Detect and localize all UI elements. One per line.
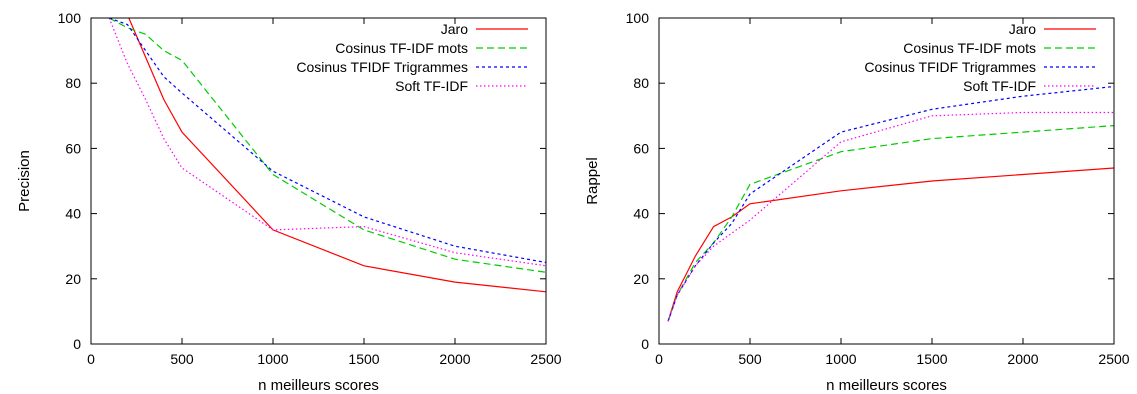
- y-axis-label: Precision: [16, 150, 33, 212]
- y-tick-label: 60: [633, 140, 649, 156]
- x-tick-label: 500: [738, 351, 762, 367]
- y-tick-label: 100: [626, 10, 650, 26]
- x-tick-label: 2000: [439, 351, 470, 367]
- y-tick-label: 60: [65, 140, 81, 156]
- x-tick-label: 1500: [348, 351, 379, 367]
- y-tick-label: 40: [633, 206, 649, 222]
- legend-label: Soft TF-IDF: [963, 78, 1036, 94]
- x-tick-label: 500: [170, 351, 194, 367]
- plot-frame: [90, 17, 547, 345]
- series-line-cosinus-tfidf-trigrammes: [108, 18, 546, 264]
- series-line-cosinus-tfidf-trigrammes: [667, 85, 1114, 322]
- chart-1: 0 500 1000 1500 2000 2500 0 20 40 60 80 100 n meille…: [16, 10, 562, 394]
- y-tick-label: 100: [58, 10, 82, 26]
- y-tick-label: 80: [65, 75, 81, 91]
- series-line-cosinus-tf-idf-mots: [108, 18, 546, 273]
- y-tick-label: 20: [65, 271, 81, 287]
- x-tick-label: 2000: [1007, 351, 1038, 367]
- legend-label: Jaro: [441, 21, 468, 37]
- legend: Jaro Cosinus TF-IDF mots Cosinus TFIDF Tri…: [296, 21, 528, 94]
- y-axis-label: Rappel: [584, 157, 601, 205]
- series-line-cosinus-tf-idf-mots: [667, 125, 1114, 322]
- legend-label: Soft TF-IDF: [395, 78, 468, 94]
- y-tick-label: 80: [633, 75, 649, 91]
- x-tick-label: 2500: [530, 351, 561, 367]
- x-tick-label: 1000: [257, 351, 288, 367]
- x-axis-label: n meilleurs scores: [258, 377, 379, 394]
- x-axis-label: n meilleurs scores: [826, 377, 947, 394]
- x-tick-label: 0: [655, 351, 663, 367]
- plot-frame: [658, 17, 1115, 345]
- legend-label: Cosinus TF-IDF mots: [335, 40, 468, 56]
- x-tick-label: 1500: [916, 351, 947, 367]
- x-tick-label: 1000: [825, 351, 856, 367]
- y-tick-label: 0: [73, 336, 81, 352]
- y-tick-label: 40: [65, 206, 81, 222]
- y-tick-label: 0: [641, 336, 649, 352]
- y-tick-label: 20: [633, 271, 649, 287]
- legend-label: Jaro: [1009, 21, 1036, 37]
- legend: Jaro Cosinus TF-IDF mots Cosinus TFIDF Tri…: [864, 21, 1096, 94]
- legend-label: Cosinus TF-IDF mots: [903, 40, 1036, 56]
- series-line-soft-tf-idf: [108, 18, 546, 267]
- legend-label: Cosinus TFIDF Trigrammes: [864, 59, 1036, 75]
- legend-label: Cosinus TFIDF Trigrammes: [296, 59, 468, 75]
- x-tick-label: 2500: [1098, 351, 1129, 367]
- series-line-soft-tf-idf: [667, 111, 1114, 322]
- x-tick-label: 0: [87, 351, 95, 367]
- series-line-jaro: [667, 167, 1114, 322]
- series-line-jaro: [109, 18, 546, 293]
- chart-2: 0 500 1000 1500 2000 2500 0 20 40 60 80 100 n meille…: [584, 10, 1130, 394]
